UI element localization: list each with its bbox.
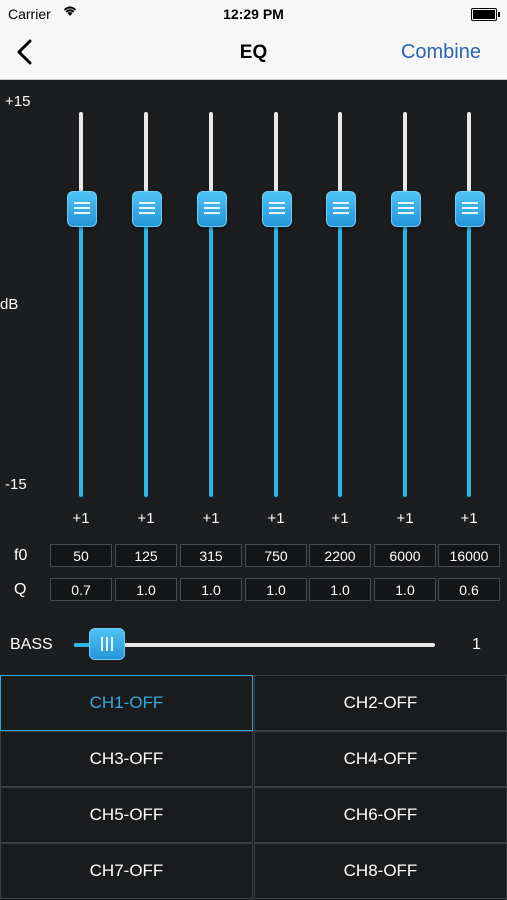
- eq-band-gain-label: +1: [460, 510, 478, 527]
- eq-track-upper[interactable]: [338, 112, 342, 208]
- f0-row-label: f0: [14, 547, 28, 564]
- f0-input[interactable]: 16000: [438, 544, 500, 567]
- channel-button-3[interactable]: CH3-OFF: [0, 731, 253, 787]
- eq-track-upper[interactable]: [274, 112, 278, 208]
- eq-band-slider-thumb[interactable]: [197, 190, 227, 227]
- eq-band-slider-thumb[interactable]: [67, 190, 97, 227]
- chevron-left-icon: [17, 39, 32, 65]
- navigation-bar: EQ Combine: [0, 28, 507, 80]
- eq-band-slider-thumb[interactable]: [132, 190, 162, 227]
- clock: 12:29 PM: [223, 6, 284, 22]
- eq-track-upper[interactable]: [79, 112, 83, 208]
- scale-top-label: +15: [5, 93, 31, 110]
- eq-track-lower[interactable]: [403, 207, 407, 497]
- eq-track-upper[interactable]: [403, 112, 407, 208]
- channel-button-2[interactable]: CH2-OFF: [254, 675, 507, 731]
- eq-track-lower[interactable]: [144, 207, 148, 497]
- eq-band-gain-label: +1: [267, 510, 285, 527]
- scale-bottom-label: -15: [5, 476, 27, 493]
- bass-label: BASS: [10, 636, 53, 653]
- f0-input[interactable]: 315: [180, 544, 242, 567]
- eq-track-upper[interactable]: [209, 112, 213, 208]
- q-input[interactable]: 0.6: [438, 578, 500, 601]
- bass-slider-thumb[interactable]: [89, 628, 126, 660]
- f0-input[interactable]: 125: [115, 544, 177, 567]
- eq-band-slider-thumb[interactable]: [455, 190, 485, 227]
- eq-track-lower[interactable]: [467, 207, 471, 497]
- eq-track-lower[interactable]: [79, 207, 83, 497]
- f0-input[interactable]: 750: [245, 544, 307, 567]
- channel-button-6[interactable]: CH6-OFF: [254, 787, 507, 843]
- status-bar: Carrier 12:29 PM: [0, 0, 507, 28]
- f0-input[interactable]: 50: [50, 544, 112, 567]
- eq-band-gain-label: +1: [137, 510, 155, 527]
- bass-value: 1: [472, 636, 481, 653]
- eq-track-upper[interactable]: [144, 112, 148, 208]
- channel-grid: CH1-OFF CH2-OFF CH3-OFF CH4-OFF CH5-OFF CH6-O…: [0, 675, 507, 900]
- wifi-icon: [62, 4, 78, 21]
- channel-button-4[interactable]: CH4-OFF: [254, 731, 507, 787]
- q-input[interactable]: 0.7: [50, 578, 112, 601]
- eq-band-gain-label: +1: [72, 510, 90, 527]
- eq-band-slider-thumb[interactable]: [391, 190, 421, 227]
- eq-band-gain-label: +1: [396, 510, 414, 527]
- page-title: EQ: [239, 42, 268, 63]
- eq-track-upper[interactable]: [467, 112, 471, 208]
- q-input[interactable]: 1.0: [115, 578, 177, 601]
- channel-button-5[interactable]: CH5-OFF: [0, 787, 253, 843]
- back-button[interactable]: [14, 38, 36, 66]
- eq-track-lower[interactable]: [274, 207, 278, 497]
- eq-band-slider-thumb[interactable]: [326, 190, 356, 227]
- combine-button[interactable]: Combine: [400, 41, 481, 63]
- f0-input[interactable]: 2200: [309, 544, 371, 567]
- q-input[interactable]: 1.0: [180, 578, 242, 601]
- f0-input[interactable]: 6000: [374, 544, 436, 567]
- q-input[interactable]: 1.0: [309, 578, 371, 601]
- bass-slider-track[interactable]: [74, 643, 435, 647]
- carrier-label: Carrier: [8, 6, 51, 22]
- channel-button-1[interactable]: CH1-OFF: [0, 675, 253, 731]
- channel-button-8[interactable]: CH8-OFF: [254, 843, 507, 899]
- q-input[interactable]: 1.0: [374, 578, 436, 601]
- eq-track-lower[interactable]: [338, 207, 342, 497]
- channel-button-7[interactable]: CH7-OFF: [0, 843, 253, 899]
- eq-track-lower[interactable]: [209, 207, 213, 497]
- eq-band-slider-thumb[interactable]: [262, 190, 292, 227]
- eq-band-gain-label: +1: [202, 510, 220, 527]
- scale-unit-label: dB: [0, 296, 19, 313]
- q-row-label: Q: [14, 581, 27, 598]
- eq-band-gain-label: +1: [331, 510, 349, 527]
- battery-icon: [471, 8, 500, 21]
- q-input[interactable]: 1.0: [245, 578, 307, 601]
